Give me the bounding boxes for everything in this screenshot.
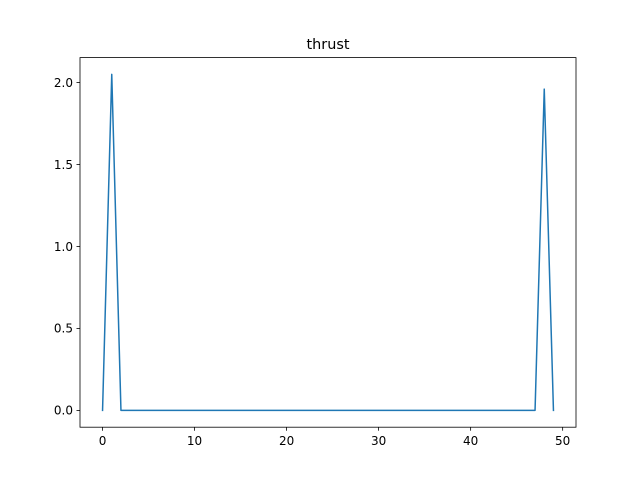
y-tick-label: 0.0	[54, 404, 73, 418]
x-tick-label: 30	[371, 434, 386, 448]
x-tick-label: 50	[555, 434, 570, 448]
y-tick-label: 2.0	[54, 76, 73, 90]
plot-area	[101, 73, 555, 412]
y-tick-label: 0.5	[54, 322, 73, 336]
y-tick-label: 1.5	[54, 158, 73, 172]
x-tick-label: 10	[187, 434, 202, 448]
x-tick-label: 40	[463, 434, 478, 448]
axes-frame	[79, 57, 577, 428]
y-axis: 0.0 0.5 1.0 1.5 2.0	[54, 76, 80, 418]
x-axis: 0 10 20 30 40 50	[99, 427, 570, 448]
y-tick-label: 1.0	[54, 240, 73, 254]
chart-title: thrust	[307, 37, 350, 53]
x-tick-label: 0	[99, 434, 107, 448]
x-tick-label: 20	[279, 434, 294, 448]
series-line-0	[101, 73, 555, 412]
